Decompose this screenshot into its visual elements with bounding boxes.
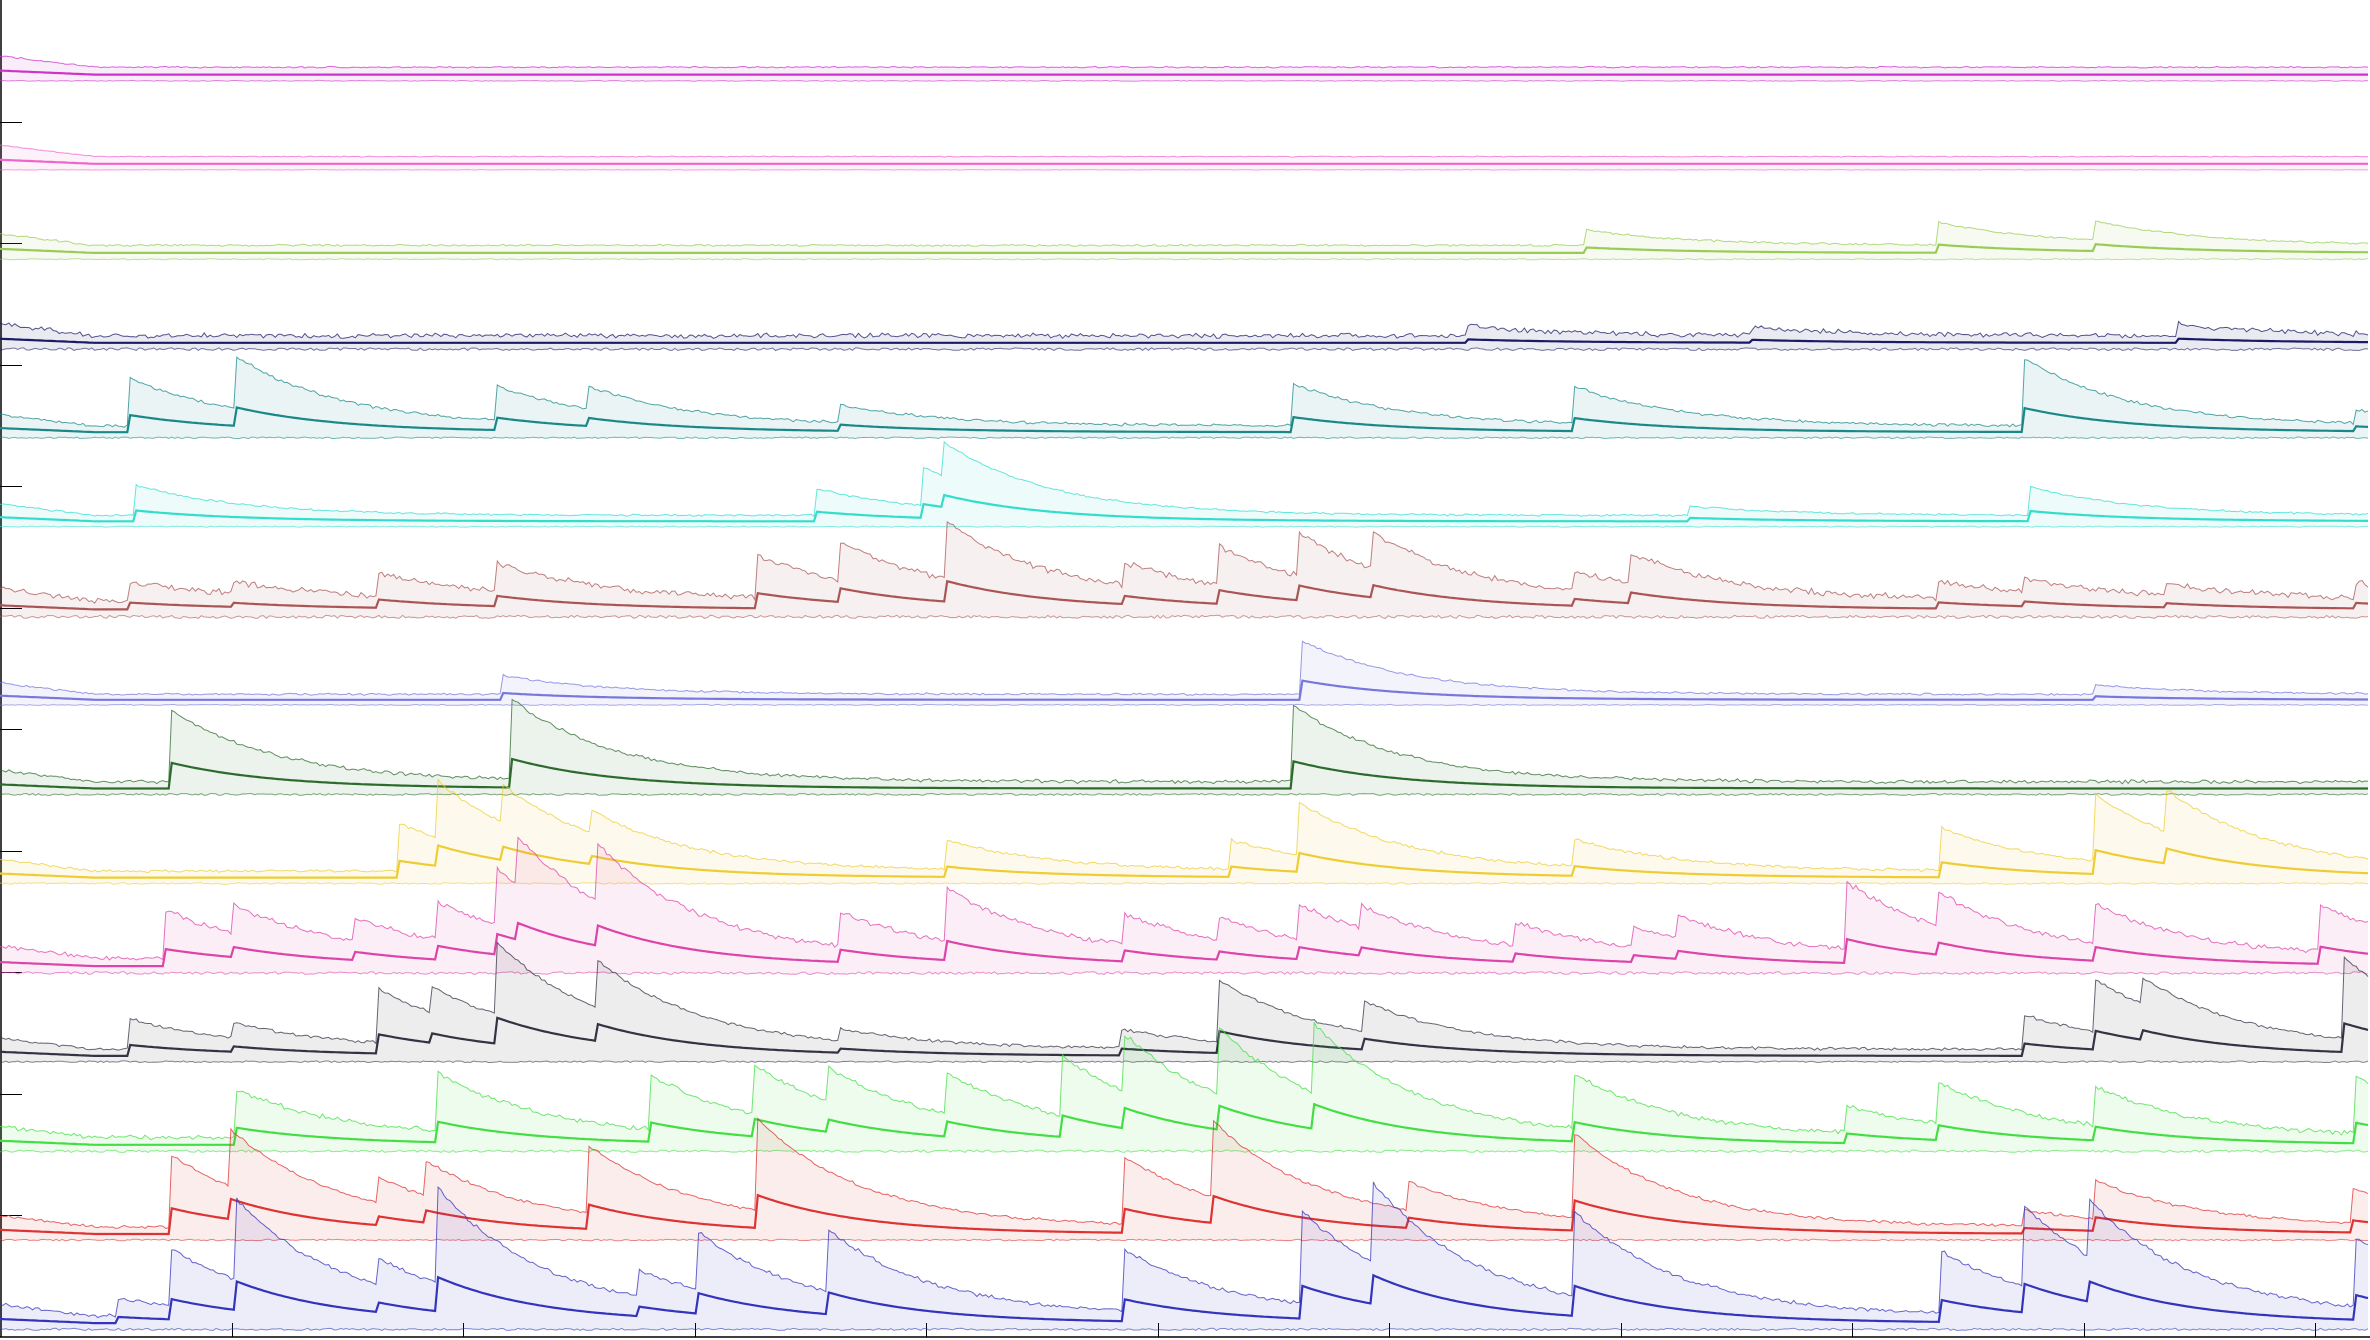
series-band: [0, 441, 2368, 528]
series-upper: [0, 1117, 2369, 1230]
series-mean-line: [0, 406, 2369, 434]
series-band: [0, 1022, 2368, 1153]
series-lower: [0, 525, 2369, 528]
series-mean-line: [0, 493, 2368, 523]
series-band: [0, 56, 2368, 82]
series-mean-line: [0, 679, 2368, 701]
series-mean-line: [0, 243, 2369, 254]
series-mean-line: [0, 921, 2369, 968]
series-upper: [0, 941, 2369, 1051]
series-upper: [0, 220, 2369, 248]
series-mean-line: [0, 337, 2368, 344]
series-upper: [0, 55, 2369, 69]
series-lower: [0, 258, 2369, 261]
series-upper: [0, 778, 2369, 874]
series-upper: [0, 356, 2369, 428]
series-lower: [0, 614, 2369, 620]
series-lower: [0, 1327, 2369, 1331]
series-band: [0, 1118, 2368, 1241]
series-upper: [0, 520, 2369, 604]
series-upper: [0, 640, 2369, 696]
series-mean-line: [0, 757, 2368, 790]
series-trace-2: [0, 144, 2369, 171]
series-upper: [0, 1022, 2369, 1141]
series-trace-9: [0, 698, 2369, 796]
series-band: [0, 521, 2368, 619]
series-trace-6: [0, 440, 2369, 528]
series-band: [0, 837, 2368, 975]
series-band: [0, 1181, 2368, 1331]
series-trace-1: [0, 55, 2369, 82]
series-upper: [0, 698, 2369, 785]
series-band: [0, 942, 2368, 1063]
series-lower: [0, 347, 2369, 352]
series-band: [0, 357, 2368, 439]
series-trace-11: [0, 836, 2369, 976]
series-trace-4: [0, 320, 2369, 352]
series-lower: [0, 882, 2369, 885]
series-band: [0, 641, 2368, 706]
series-lower: [0, 971, 2369, 976]
series-lower: [0, 792, 2369, 796]
series-mean-line: [0, 1102, 2369, 1146]
series-band: [0, 145, 2368, 171]
series-mean-line: [0, 844, 2369, 879]
series-trace-15: [0, 1181, 2369, 1331]
series-lower: [0, 436, 2369, 440]
series-upper: [0, 836, 2369, 961]
series-upper: [0, 144, 2369, 158]
series-trace-7: [0, 520, 2369, 620]
series-mean-line: [0, 69, 2368, 76]
series-mean-line: [0, 1193, 2369, 1236]
series-band: [0, 779, 2368, 885]
series-lower: [0, 169, 2369, 171]
traces: [0, 55, 2369, 1331]
series-upper: [0, 1181, 2369, 1319]
series-mean-line: [0, 158, 2368, 165]
series-band: [0, 221, 2368, 260]
series-trace-8: [0, 640, 2369, 706]
series-band: [0, 321, 2368, 351]
series-trace-14: [0, 1117, 2369, 1242]
series-upper: [0, 440, 2369, 518]
series-trace-13: [0, 1022, 2369, 1154]
series-trace-10: [0, 778, 2369, 885]
series-mean-line: [0, 1273, 2369, 1325]
series-trace-12: [0, 941, 2369, 1064]
series-mean-line: [0, 1016, 2369, 1057]
series-upper: [0, 320, 2369, 340]
series-lower: [0, 703, 2369, 706]
series-lower: [0, 1149, 2369, 1154]
series-trace-5: [0, 356, 2369, 440]
series-band: [0, 699, 2368, 796]
series-lower: [0, 79, 2369, 82]
series-trace-3: [0, 220, 2369, 261]
series-lower: [0, 1060, 2369, 1064]
series-mean-line: [0, 579, 2369, 611]
series-lower: [0, 1238, 2369, 1242]
